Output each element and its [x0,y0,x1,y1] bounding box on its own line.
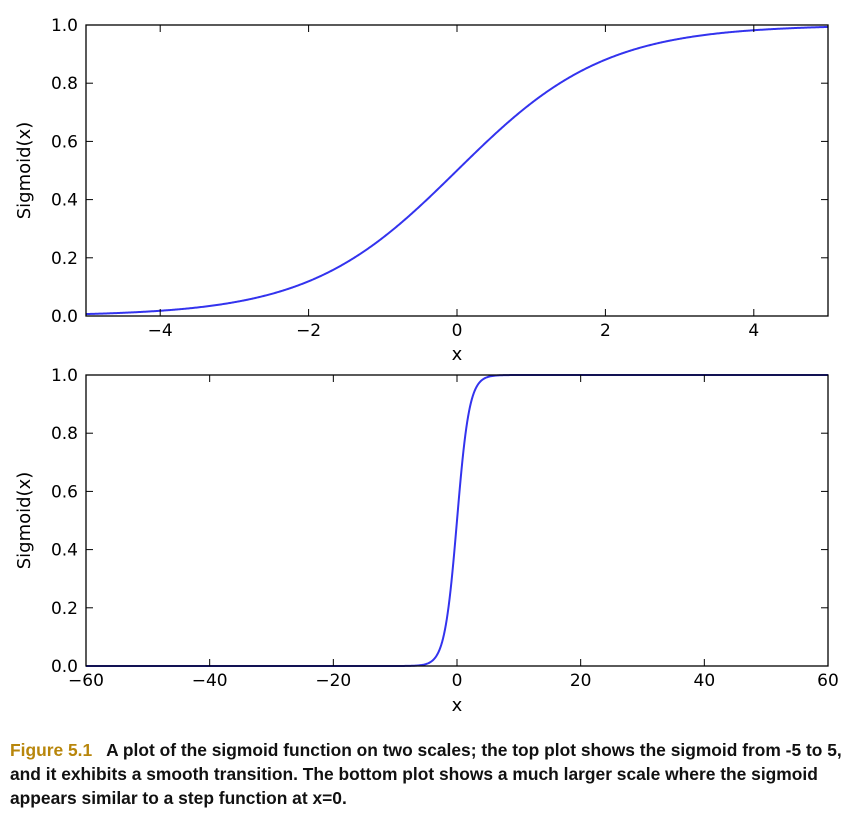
caption-text: A plot of the sigmoid function on two sc… [10,740,842,808]
y-tick-label: 1.0 [51,16,78,36]
x-axis-label: x [452,695,463,716]
x-tick-label: −20 [315,671,351,691]
x-tick-label: 40 [694,671,716,691]
y-tick-label: 0.4 [51,191,78,211]
y-tick-label: 0.2 [51,599,78,619]
x-tick-label: −60 [68,671,104,691]
chart-panel-1: −4 −2 0 2 4 0.0 0.2 0.4 0.6 0.8 1.0 x Sigmoid(x) [14,16,829,365]
x-axis-label: x [452,344,463,365]
y-tick-label: 0.8 [51,74,78,94]
y-axis-label: Sigmoid(x) [14,122,35,220]
y-tick-label: 0.6 [51,482,78,502]
y-tick-label: 0.0 [51,657,78,677]
caption-label: Figure 5.1 [10,740,93,760]
y-tick-label: 0.2 [51,249,78,269]
x-tick-label: −2 [296,321,321,341]
y-tick-label: 0.4 [51,541,78,561]
figure-caption: Figure 5.1 A plot of the sigmoid function… [10,738,842,810]
x-tick-label: 0 [452,671,463,691]
x-tick-label: −40 [192,671,228,691]
y-tick-label: 0.6 [51,132,78,152]
y-tick-label: 0.8 [51,424,78,444]
y-tick-label: 1.0 [51,366,78,386]
x-tick-label: 60 [817,671,839,691]
figure: −4 −2 0 2 4 0.0 0.2 0.4 0.6 0.8 1.0 x Sigmoid(x) −60−… [14,16,839,716]
x-tick-label: 20 [570,671,592,691]
sigmoid-series-line [86,374,828,667]
x-tick-label: 4 [748,321,759,341]
y-tick-label: 0.0 [51,307,78,327]
charts-svg: −4 −2 0 2 40.00.20.40.60.81.0xSigmoid(x)−60−… [14,16,839,716]
x-tick-label: −4 [148,321,173,341]
y-axis-label: Sigmoid(x) [14,472,35,570]
chart-panel-2: −60 −40 −20 0 20 40 60 0.0 0.2 0.4 0.6 0.8 1.0 x Sigmo… [14,366,839,716]
x-tick-label: 0 [452,321,463,341]
x-tick-label: 2 [600,321,611,341]
sigmoid-series-line [85,25,829,316]
